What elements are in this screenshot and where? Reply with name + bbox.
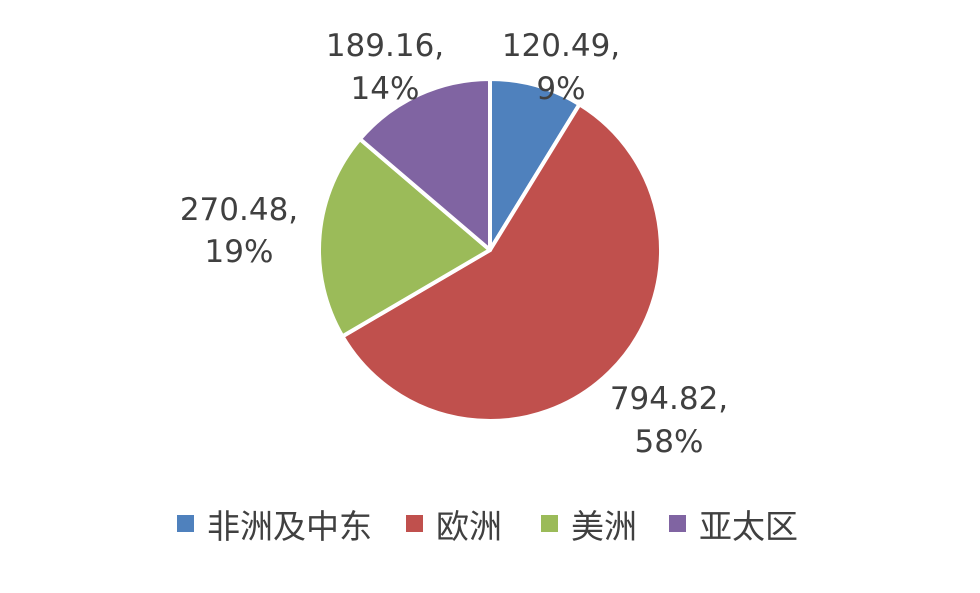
legend-swatch-apac xyxy=(669,515,686,532)
data-label-value-europe: 794.82, xyxy=(610,381,728,417)
legend-swatch-europe xyxy=(406,515,423,532)
data-label-percent-americas: 19% xyxy=(205,234,274,270)
data-label-percent-apac: 14% xyxy=(351,71,420,107)
data-label-value-apac: 189.16, xyxy=(326,28,444,64)
pie-slice-apac xyxy=(357,77,492,252)
legend: 非洲及中东 欧洲 美洲 亚太区 xyxy=(177,507,798,546)
pie-slice-europe xyxy=(340,102,663,423)
legend-label-africa-me: 非洲及中东 xyxy=(207,507,372,546)
pie-slices xyxy=(317,77,663,423)
data-label-value-americas: 270.48, xyxy=(180,192,298,228)
legend-swatch-africa-me xyxy=(177,515,194,532)
legend-swatch-americas xyxy=(541,515,558,532)
legend-label-europe: 欧洲 xyxy=(436,507,502,546)
legend-label-apac: 亚太区 xyxy=(699,507,798,546)
legend-label-americas: 美洲 xyxy=(571,507,637,546)
data-labels: 120.49, 9% 794.82, 58% 270.48, 19% 189.1… xyxy=(180,28,728,460)
data-label-value-africa-me: 120.49, xyxy=(502,28,620,64)
pie-slice-americas xyxy=(317,137,492,339)
data-label-percent-europe: 58% xyxy=(635,424,704,460)
data-label-percent-africa-me: 9% xyxy=(536,71,585,107)
